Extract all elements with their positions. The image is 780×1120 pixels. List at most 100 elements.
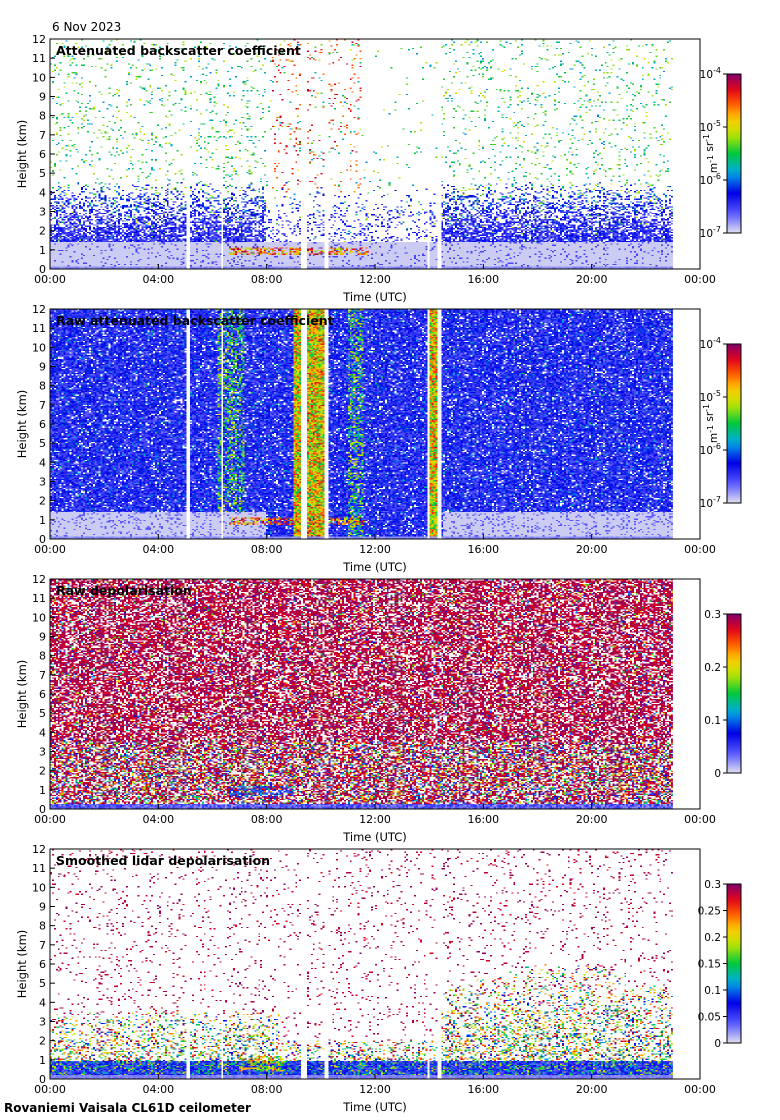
y-tick-label: 10	[32, 611, 46, 624]
y-tick-label: 9	[39, 901, 46, 914]
x-tick-label: 00:00	[684, 1083, 716, 1096]
x-tick-label: 16:00	[467, 1083, 499, 1096]
x-axis-title: Time (UTC)	[342, 1100, 407, 1114]
y-tick-label: 12	[32, 843, 46, 856]
panel-title: Smoothed lidar depolarisation	[56, 853, 270, 868]
x-tick-label: 04:00	[142, 543, 174, 556]
y-tick-label: 0	[39, 533, 46, 546]
panel-2: Raw attenuated backscatter coefficient 0 1…	[15, 303, 742, 574]
x-tick-label: 12:00	[359, 543, 391, 556]
y-tick-label: 3	[39, 476, 46, 489]
y-axis-title: Height (km)	[15, 660, 29, 729]
colorbar-tick-label: 10-4	[700, 336, 721, 351]
y-tick-label: 7	[39, 399, 46, 412]
x-axis-title: Time (UTC)	[342, 560, 407, 574]
y-tick-label: 5	[39, 977, 46, 990]
x-tick-label: 20:00	[576, 543, 608, 556]
colorbar-tick-label: 10-7	[700, 225, 721, 240]
colorbar	[726, 613, 742, 774]
colorbar-tick-label: 0.2	[704, 662, 721, 674]
colorbar-tick-label: 0	[714, 1038, 721, 1050]
y-tick-label: 10	[32, 71, 46, 84]
y-tick-label: 8	[39, 650, 46, 663]
y-tick-label: 6	[39, 148, 46, 161]
y-tick-label: 9	[39, 631, 46, 644]
y-tick-label: 7	[39, 669, 46, 682]
colorbar	[726, 883, 742, 1044]
y-tick-label: 1	[39, 244, 46, 257]
y-tick-label: 11	[32, 592, 46, 605]
y-tick-label: 8	[39, 110, 46, 123]
heatmap-image	[50, 39, 673, 269]
heatmap-image	[50, 849, 673, 1079]
y-tick-label: 0	[39, 803, 46, 816]
heatmap-image	[50, 579, 673, 809]
x-tick-label: 20:00	[576, 813, 608, 826]
y-tick-label: 4	[39, 996, 46, 1009]
y-tick-label: 6	[39, 958, 46, 971]
colorbar-tick-label: 0.25	[698, 906, 721, 918]
panel-1: Attenuated backscatter coefficient012345…	[15, 33, 742, 304]
colorbar-tick-label: 0.3	[704, 609, 721, 621]
x-axis-title: Time (UTC)	[342, 290, 407, 304]
x-tick-label: 00:00	[684, 543, 716, 556]
y-tick-label: 5	[39, 707, 46, 720]
panel-title: Attenuated backscatter coefficient	[56, 43, 301, 58]
colorbar-tick-label: 0.3	[704, 879, 721, 891]
y-tick-label: 10	[32, 341, 46, 354]
x-tick-label: 00:00	[34, 813, 66, 826]
x-tick-label: 08:00	[251, 1083, 283, 1096]
x-tick-label: 04:00	[142, 273, 174, 286]
y-tick-label: 9	[39, 361, 46, 374]
x-tick-label: 12:00	[359, 1083, 391, 1096]
colorbar-tick-label: 10-5	[700, 389, 721, 404]
x-tick-label: 08:00	[251, 813, 283, 826]
footer-label: Rovaniemi Vaisala CL61D ceilometer	[4, 1101, 251, 1115]
y-tick-label: 2	[39, 225, 46, 238]
y-tick-label: 9	[39, 91, 46, 104]
x-tick-label: 20:00	[576, 1083, 608, 1096]
x-tick-label: 04:00	[142, 1083, 174, 1096]
y-tick-label: 11	[32, 322, 46, 335]
y-tick-label: 1	[39, 1054, 46, 1067]
y-tick-label: 11	[32, 862, 46, 875]
x-tick-label: 04:00	[142, 813, 174, 826]
y-tick-label: 12	[32, 33, 46, 46]
y-tick-label: 12	[32, 303, 46, 316]
panel-title: Raw attenuated backscatter coefficient	[56, 313, 334, 328]
colorbar-tick-label: 0	[714, 768, 721, 780]
y-tick-label: 7	[39, 129, 46, 142]
colorbar-tick-label: 10-5	[700, 119, 721, 134]
colorbar-label: m-1 sr-1	[702, 134, 720, 173]
panel-title: Raw depolarisation	[56, 583, 192, 598]
y-tick-label: 7	[39, 939, 46, 952]
y-tick-label: 8	[39, 920, 46, 933]
y-tick-label: 3	[39, 206, 46, 219]
x-tick-label: 16:00	[467, 813, 499, 826]
x-tick-label: 00:00	[684, 273, 716, 286]
y-tick-label: 4	[39, 726, 46, 739]
y-axis-title: Height (km)	[15, 930, 29, 999]
x-tick-label: 08:00	[251, 543, 283, 556]
colorbar	[726, 73, 742, 234]
y-tick-label: 5	[39, 167, 46, 180]
x-tick-label: 16:00	[467, 543, 499, 556]
heatmap-image	[50, 309, 673, 539]
y-tick-label: 3	[39, 1016, 46, 1029]
y-tick-label: 2	[39, 1035, 46, 1048]
x-axis-title: Time (UTC)	[342, 830, 407, 844]
x-tick-label: 12:00	[359, 813, 391, 826]
y-tick-label: 0	[39, 1073, 46, 1086]
y-tick-label: 6	[39, 418, 46, 431]
y-tick-label: 1	[39, 514, 46, 527]
y-tick-label: 4	[39, 456, 46, 469]
colorbar-tick-label: 10-6	[700, 172, 721, 187]
panel-4: Smoothed lidar depolarisation01234567891…	[15, 843, 742, 1114]
x-tick-label: 00:00	[34, 543, 66, 556]
y-axis-title: Height (km)	[15, 390, 29, 459]
x-tick-label: 16:00	[467, 273, 499, 286]
y-tick-label: 8	[39, 380, 46, 393]
